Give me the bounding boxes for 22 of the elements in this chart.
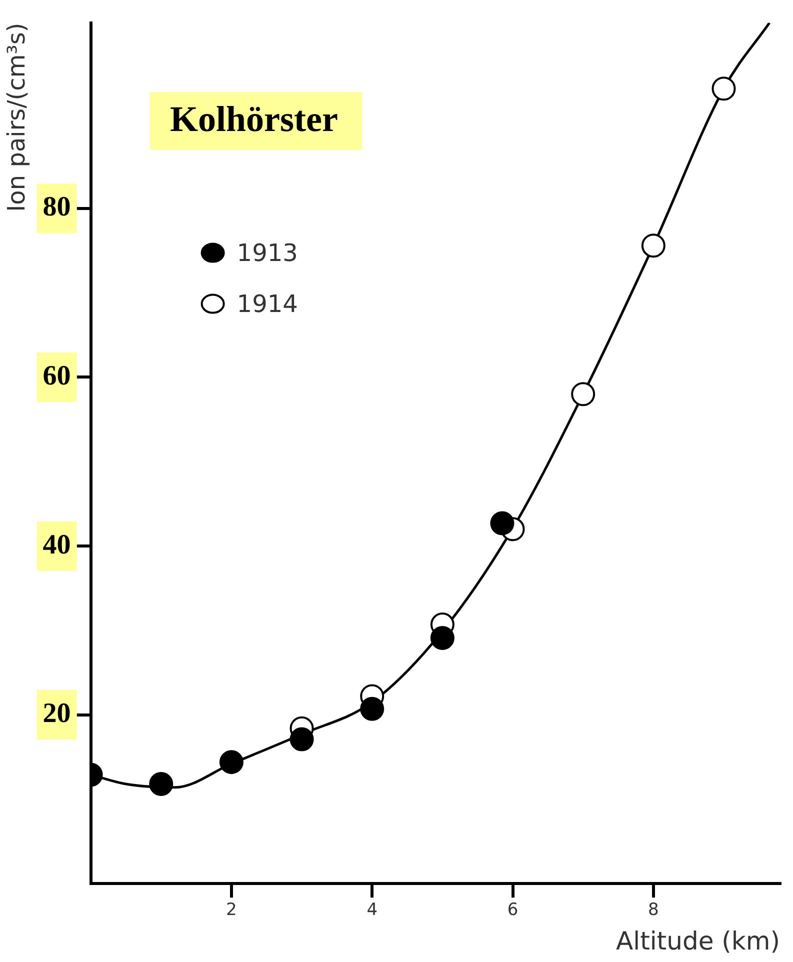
x-tick-label: 8 xyxy=(648,900,659,920)
point xyxy=(712,76,736,101)
point xyxy=(219,750,244,774)
point xyxy=(571,382,596,406)
y-axis-title: Ion pairs/(cm³s) xyxy=(2,22,31,212)
point xyxy=(149,772,174,796)
y-tick-label: 60 xyxy=(42,360,71,392)
point xyxy=(430,626,454,650)
x-tick-label: 4 xyxy=(366,900,378,920)
point xyxy=(490,511,514,536)
annotation: Kolhörster xyxy=(150,92,362,150)
y-tick-label: 80 xyxy=(42,192,71,223)
point xyxy=(290,727,314,752)
legend-label: 1914 xyxy=(236,290,298,318)
point xyxy=(641,234,666,258)
y-tick-label: 20 xyxy=(42,698,71,730)
y-tick-label: 40 xyxy=(42,529,71,560)
x-axis-title: Altitude (km) xyxy=(616,926,780,956)
point xyxy=(360,696,384,721)
legend-label: 1913 xyxy=(236,239,298,268)
x-tick-label: 2 xyxy=(226,900,237,920)
x-tick-label: 6 xyxy=(507,900,518,920)
